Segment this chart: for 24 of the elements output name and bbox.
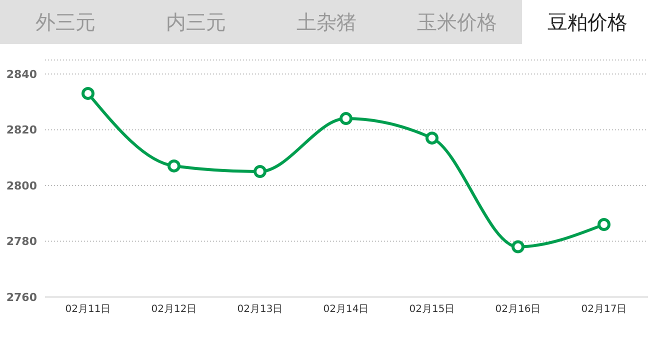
y-tick-label: 2780 [6,235,38,248]
point [82,86,94,100]
point [598,218,610,232]
y-tick-label: 2840 [6,68,38,81]
text: 外三元 [34,9,96,36]
x-tick-label: 02月14日 [323,304,369,316]
x-tick-label: 02月11日 [65,304,111,316]
text: 土杂猪 [295,9,358,36]
x-tick-label: 02月13日 [237,304,283,316]
text: 玉米价格 [416,9,498,36]
point [512,240,524,254]
point [340,112,352,126]
text: 内三元 [164,9,227,36]
y-tick-label: 2820 [6,124,38,137]
x-tick-label: 02月17日 [581,304,627,316]
y-tick-label: 2760 [6,290,38,304]
chart-title: 豆粕价格 [522,0,653,44]
x-tick-label: 02月16日 [495,304,541,316]
y-tick-label: 2800 [6,179,38,192]
x-tick-label: 02月15日 [409,304,455,316]
point [426,132,438,145]
point [168,159,180,172]
point [254,165,266,178]
x-tick-label: 02月12日 [151,304,197,316]
